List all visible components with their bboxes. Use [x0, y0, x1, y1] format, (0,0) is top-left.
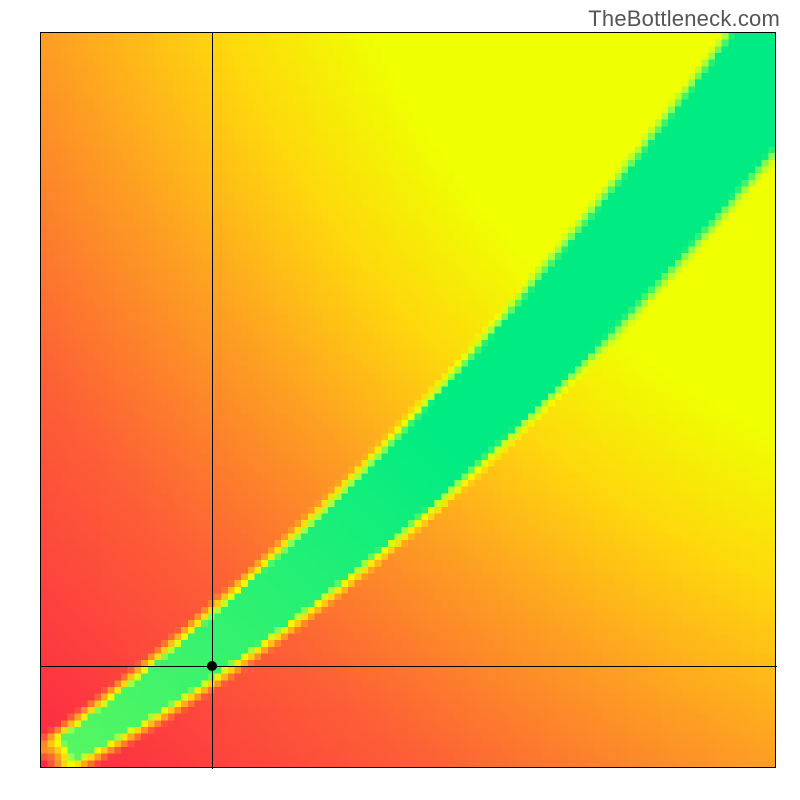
heatmap-canvas — [41, 33, 775, 767]
heatmap-plot — [40, 32, 776, 768]
crosshair-vertical — [212, 33, 213, 769]
watermark-text: TheBottleneck.com — [588, 6, 780, 32]
crosshair-marker — [207, 661, 217, 671]
crosshair-horizontal — [41, 666, 777, 667]
